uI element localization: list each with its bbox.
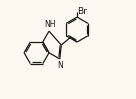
Text: N: N	[57, 61, 63, 70]
Text: NH: NH	[44, 20, 55, 29]
Text: Br: Br	[78, 7, 87, 16]
